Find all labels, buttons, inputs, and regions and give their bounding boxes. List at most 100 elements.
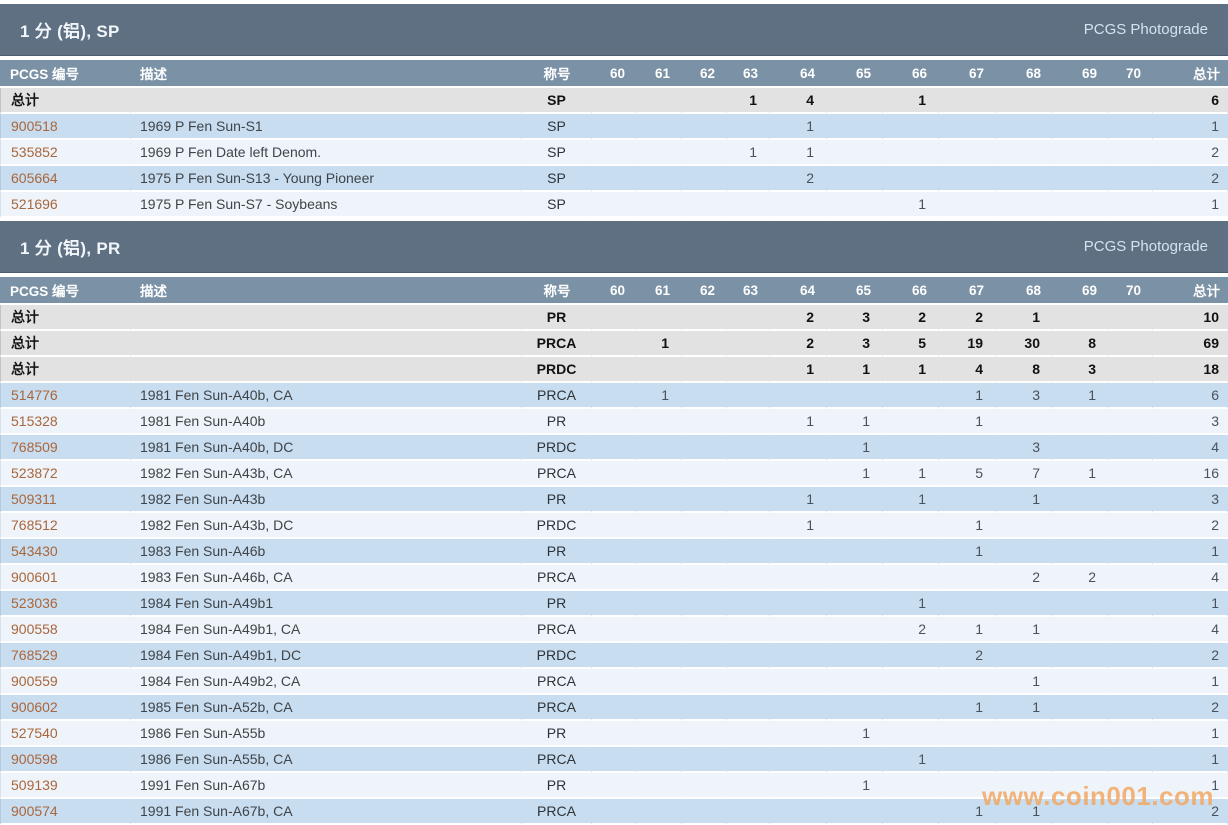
pcgs-number-cell: 900602 (0, 695, 131, 721)
col-header-grade-64: 64 (770, 277, 827, 305)
grade-cell (1109, 799, 1153, 825)
pcgs-number-cell: 900601 (0, 565, 131, 591)
grade-cell (727, 487, 770, 513)
grade-cell: 1 (939, 539, 996, 565)
designation-cell: SP (522, 140, 592, 166)
pcgs-number-link[interactable]: 900601 (11, 569, 58, 585)
pcgs-number-link[interactable]: 514776 (11, 387, 58, 403)
pcgs-number-link[interactable]: 768529 (11, 647, 58, 663)
pcgs-number-link[interactable]: 523036 (11, 595, 58, 611)
grade-cell (727, 513, 770, 539)
summary-grade-cell: 5 (883, 331, 939, 357)
grade-cell (1053, 695, 1109, 721)
grade-cell (682, 487, 727, 513)
designation-cell: PRCA (522, 695, 592, 721)
summary-grade-cell: 1 (770, 357, 827, 383)
section-sp-title-bar: 1 分 (铝), SP PCGS Photograde (0, 4, 1228, 56)
photograde-link[interactable]: PCGS Photograde (1083, 21, 1208, 38)
grade-cell (637, 539, 682, 565)
col-header-total: 总计 (1153, 277, 1228, 305)
summary-row: 总计 PRDC 1 1 1 4 8 3 18 (0, 357, 1228, 383)
grade-cell (939, 591, 996, 617)
grade-cell (939, 747, 996, 773)
grade-cell (827, 591, 883, 617)
grade-cell (682, 409, 727, 435)
pcgs-number-link[interactable]: 768509 (11, 439, 58, 455)
grade-cell (637, 721, 682, 747)
table-row: 900559 1984 Fen Sun-A49b2, CA PRCA 1 1 (0, 669, 1228, 695)
grade-cell (727, 747, 770, 773)
pcgs-number-cell: 509139 (0, 773, 131, 799)
grade-cell (727, 799, 770, 825)
pcgs-number-link[interactable]: 521696 (11, 196, 58, 212)
grade-cell (1109, 192, 1153, 218)
grade-cell: 1 (883, 747, 939, 773)
photograde-link[interactable]: PCGS Photograde (1083, 238, 1208, 255)
description-cell: 1984 Fen Sun-A49b1 (131, 591, 522, 617)
pcgs-number-link[interactable]: 605664 (11, 170, 58, 186)
summary-grade-cell (827, 88, 883, 114)
total-cell: 2 (1153, 166, 1228, 192)
grade-cell (592, 383, 637, 409)
pcgs-number-link[interactable]: 900602 (11, 699, 58, 715)
grade-cell (682, 695, 727, 721)
table-row: 543430 1983 Fen Sun-A46b PR 1 1 (0, 539, 1228, 565)
grade-cell (682, 747, 727, 773)
grade-cell: 1 (939, 409, 996, 435)
pcgs-number-link[interactable]: 768512 (11, 517, 58, 533)
grade-cell: 1 (939, 513, 996, 539)
grade-cell (883, 409, 939, 435)
pcgs-number-link[interactable]: 900574 (11, 803, 58, 819)
summary-grade-cell (637, 357, 682, 383)
total-cell: 4 (1153, 565, 1228, 591)
pcgs-number-link[interactable]: 523872 (11, 465, 58, 481)
summary-designation: PRDC (522, 357, 592, 383)
grade-cell: 1 (827, 461, 883, 487)
grade-cell (996, 513, 1053, 539)
summary-designation: PRCA (522, 331, 592, 357)
summary-total-cell: 6 (1153, 88, 1228, 114)
grade-cell (883, 383, 939, 409)
grade-cell (637, 166, 682, 192)
summary-grade-cell (939, 88, 996, 114)
designation-cell: PRDC (522, 513, 592, 539)
pcgs-number-link[interactable]: 900559 (11, 673, 58, 689)
grade-cell (770, 617, 827, 643)
grade-cell: 3 (996, 435, 1053, 461)
total-cell: 2 (1153, 643, 1228, 669)
col-header-grade-66: 66 (883, 277, 939, 305)
total-cell: 6 (1153, 383, 1228, 409)
pcgs-number-link[interactable]: 900518 (11, 118, 58, 134)
summary-grade-cell (996, 88, 1053, 114)
pcgs-number-link[interactable]: 543430 (11, 543, 58, 559)
summary-label: 总计 (0, 357, 131, 383)
grade-cell (770, 383, 827, 409)
grade-cell (1109, 591, 1153, 617)
grade-cell: 1 (939, 799, 996, 825)
grade-cell (883, 643, 939, 669)
grade-cell: 1 (827, 435, 883, 461)
grade-cell: 1 (637, 383, 682, 409)
grade-cell: 1 (996, 695, 1053, 721)
pcgs-number-link[interactable]: 900598 (11, 751, 58, 767)
col-header-grade-68: 68 (996, 60, 1053, 88)
summary-grade-cell: 19 (939, 331, 996, 357)
pcgs-number-link[interactable]: 509311 (11, 491, 57, 507)
col-header-grade-62: 62 (682, 277, 727, 305)
pcgs-number-link[interactable]: 900558 (11, 621, 58, 637)
total-cell: 3 (1153, 409, 1228, 435)
designation-cell: PRDC (522, 643, 592, 669)
grade-cell (1053, 747, 1109, 773)
pcgs-number-link[interactable]: 527540 (11, 725, 58, 741)
grade-cell (727, 192, 770, 218)
pcgs-number-link[interactable]: 509139 (11, 777, 58, 793)
description-cell: 1991 Fen Sun-A67b (131, 773, 522, 799)
grade-cell (637, 747, 682, 773)
designation-cell: PRCA (522, 747, 592, 773)
grade-cell (592, 435, 637, 461)
summary-grade-cell: 2 (883, 305, 939, 331)
pcgs-number-cell: 514776 (0, 383, 131, 409)
pcgs-number-link[interactable]: 535852 (11, 144, 58, 160)
population-table-sp: PCGS 编号 描述 称号 60 61 62 63 64 65 66 67 68 69 70 总计 总计 SP 1… (0, 60, 1228, 218)
pcgs-number-link[interactable]: 515328 (11, 413, 58, 429)
